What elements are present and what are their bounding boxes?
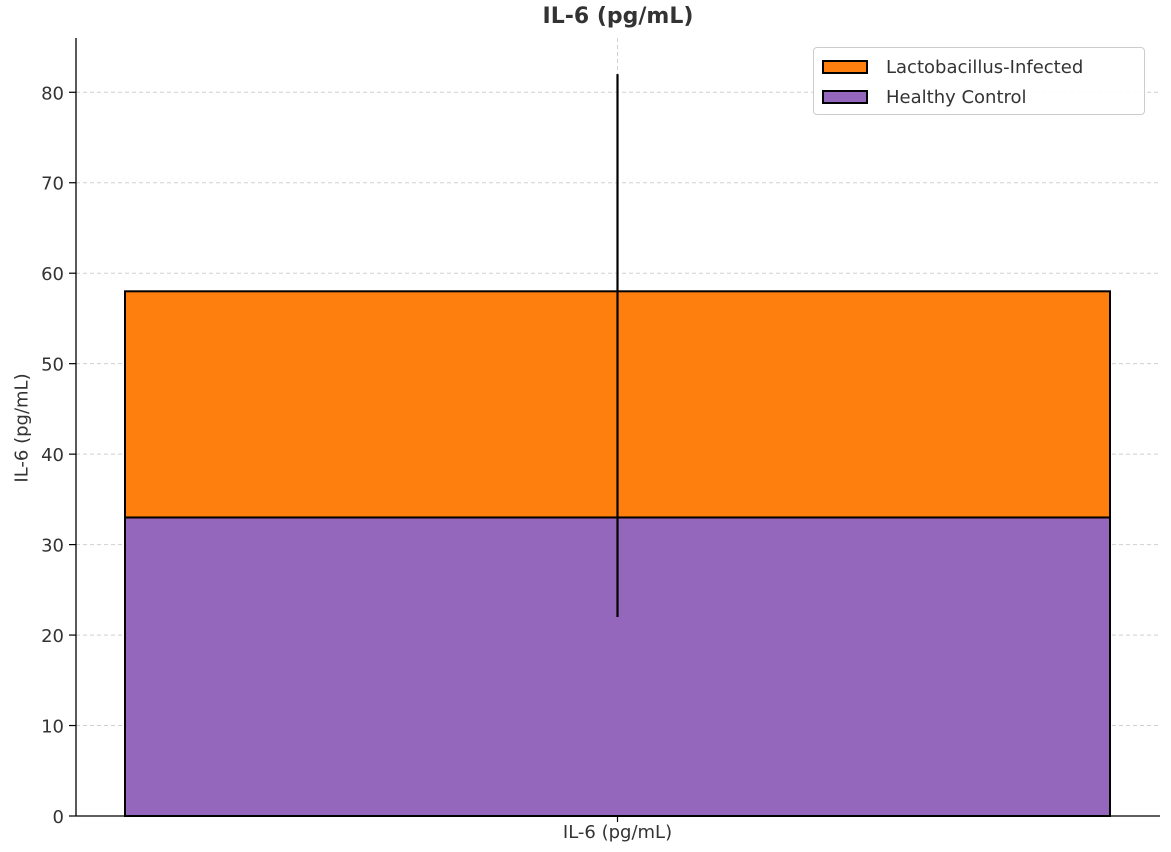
y-tick-label: 30 [41,536,64,557]
y-tick-label: 40 [41,445,64,466]
legend-swatch-healthy-control [822,90,868,104]
legend-swatch-lactobacillus [822,60,868,74]
legend-item-healthy-control: Healthy Control [822,86,1027,108]
y-tick-label: 80 [41,83,64,104]
y-tick-label: 20 [41,626,64,647]
legend-label-lactobacillus: Lactobacillus-Infected [886,56,1084,78]
legend-label-healthy-control: Healthy Control [886,86,1027,108]
y-tick-label: 50 [41,355,64,376]
legend-item-lactobacillus: Lactobacillus-Infected [822,56,1083,78]
chart-title: IL-6 (pg/mL) [542,4,694,29]
y-tick-label: 0 [53,807,64,828]
y-tick-label: 60 [41,264,64,285]
y-tick-label: 70 [41,174,64,195]
x-tick-label: IL-6 (pg/mL) [563,822,672,843]
legend: Lactobacillus-Infected Healthy Control [813,47,1145,115]
y-tick-label: 10 [41,717,64,738]
